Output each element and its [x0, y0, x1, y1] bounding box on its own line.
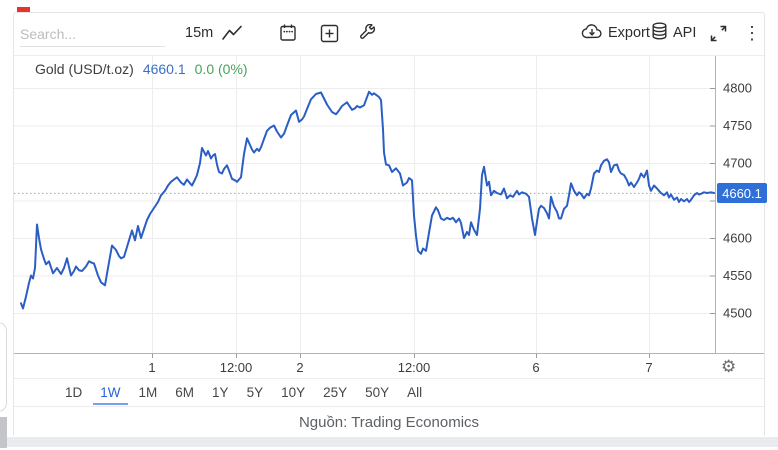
- edge-widget-fragment: [0, 322, 7, 412]
- last-price: 4660.1: [142, 61, 186, 77]
- timeframe-1d[interactable]: 1D: [58, 381, 89, 405]
- source-footer: Nguồn: Trading Economics: [14, 406, 764, 437]
- search-input[interactable]: [20, 21, 165, 47]
- tools-button[interactable]: [354, 20, 380, 46]
- database-icon: [651, 22, 668, 44]
- api-button[interactable]: API: [651, 20, 696, 46]
- timeframe-all[interactable]: All: [400, 381, 429, 405]
- red-dash: [17, 7, 30, 12]
- chart-legend: Gold (USD/t.oz) 4660.1 0.0 (0%): [35, 61, 248, 77]
- bottom-strip: [0, 437, 778, 447]
- current-price-tag: 4660.1: [717, 183, 767, 203]
- more-menu-button[interactable]: ⋮: [739, 20, 765, 46]
- line-style-button[interactable]: [219, 20, 245, 46]
- fullscreen-button[interactable]: [705, 20, 731, 46]
- chart-settings-button[interactable]: ⚙: [721, 357, 737, 376]
- timeframe-50y[interactable]: 50Y: [358, 381, 396, 405]
- wrench-icon: [358, 23, 377, 43]
- timeframe-5y[interactable]: 5Y: [240, 381, 271, 405]
- timeframe-25y[interactable]: 25Y: [316, 381, 354, 405]
- cloud-download-icon: [581, 23, 603, 44]
- plus-square-icon: [320, 24, 339, 43]
- timeframe-1y[interactable]: 1Y: [205, 381, 236, 405]
- timeframe-10y[interactable]: 10Y: [274, 381, 312, 405]
- source-text: Nguồn: Trading Economics: [298, 413, 480, 431]
- interval-selector[interactable]: 15m: [185, 20, 213, 46]
- chart-toolbar: 15m: [13, 12, 765, 55]
- edge-scrollbar-fragment: [0, 417, 7, 448]
- timeframe-1m[interactable]: 1M: [132, 381, 165, 405]
- kebab-menu-icon: ⋮: [743, 22, 761, 43]
- calendar-button[interactable]: [275, 20, 301, 46]
- timeframe-bar: 1D 1W 1M 6M 1Y 5Y 10Y 25Y 50Y All: [14, 378, 764, 406]
- add-indicator-button[interactable]: [316, 20, 342, 46]
- export-label: Export: [608, 25, 650, 41]
- calendar-icon: [278, 23, 298, 43]
- timeframe-1w[interactable]: 1W: [93, 381, 128, 405]
- line-chart-icon: [221, 25, 243, 41]
- export-button[interactable]: Export: [581, 20, 650, 46]
- api-label: API: [673, 25, 697, 41]
- instrument-title: Gold (USD/t.oz): [35, 61, 134, 77]
- fullscreen-expand-icon: [710, 25, 727, 42]
- timeframe-6m[interactable]: 6M: [168, 381, 201, 405]
- price-change: 0.0 (0%): [194, 61, 248, 77]
